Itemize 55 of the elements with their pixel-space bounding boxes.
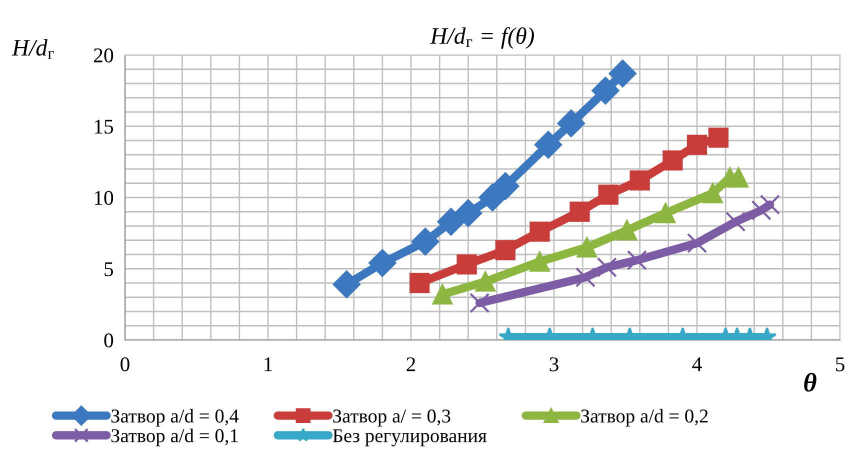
point <box>432 284 453 304</box>
point <box>662 150 683 171</box>
point <box>598 184 618 205</box>
point <box>596 257 617 278</box>
point <box>760 194 780 215</box>
point <box>368 249 396 277</box>
legend-label: Затвор a/d = 0,2 <box>581 408 708 427</box>
point <box>410 272 430 294</box>
x-tick-label: 2 <box>406 357 416 372</box>
y-tick-label: 0 <box>104 333 114 348</box>
point <box>575 267 596 288</box>
legend-label: Затвор a/d = 0,4 <box>111 408 239 427</box>
x-tick-label: 5 <box>836 357 844 372</box>
legend-label: Без регулирования <box>332 429 487 446</box>
point <box>686 233 708 254</box>
point <box>655 203 676 224</box>
point <box>616 220 638 240</box>
point <box>437 208 465 236</box>
legend-label: Затвор a/ = 0,3 <box>333 409 450 427</box>
point <box>534 130 562 159</box>
point <box>557 110 585 138</box>
y-tick-label: 15 <box>94 120 114 134</box>
point <box>630 170 650 190</box>
y-axis-title: H/d$_{г}$ <box>12 39 54 59</box>
point <box>576 237 597 258</box>
point <box>702 183 723 204</box>
x-tick-label: 1 <box>264 357 272 372</box>
legend-label: Затвор a/d = 0,1 <box>111 428 238 446</box>
chart-title: H/d$_{г}$ = f(θ) <box>430 27 534 49</box>
point <box>332 270 360 298</box>
point <box>592 76 620 104</box>
point <box>411 228 440 256</box>
point <box>456 254 477 275</box>
x-tick-label: 4 <box>692 357 702 372</box>
x-tick-label: 0 <box>120 357 130 372</box>
point <box>530 222 550 242</box>
point <box>726 212 746 232</box>
point <box>751 200 772 220</box>
point <box>708 128 729 148</box>
point <box>454 199 482 227</box>
point <box>686 134 708 155</box>
y-tick-label: 5 <box>104 262 114 276</box>
point <box>492 172 520 200</box>
y-tick-label: 20 <box>94 48 114 62</box>
point <box>626 250 648 270</box>
x-tick-label: 3 <box>550 357 558 372</box>
x-axis-title: θ <box>804 372 816 392</box>
point <box>470 292 490 314</box>
point <box>570 202 590 222</box>
point <box>495 240 516 260</box>
point <box>475 272 496 292</box>
y-tick-label: 10 <box>94 190 114 205</box>
point <box>728 167 749 188</box>
point <box>608 60 636 88</box>
point <box>530 252 550 272</box>
